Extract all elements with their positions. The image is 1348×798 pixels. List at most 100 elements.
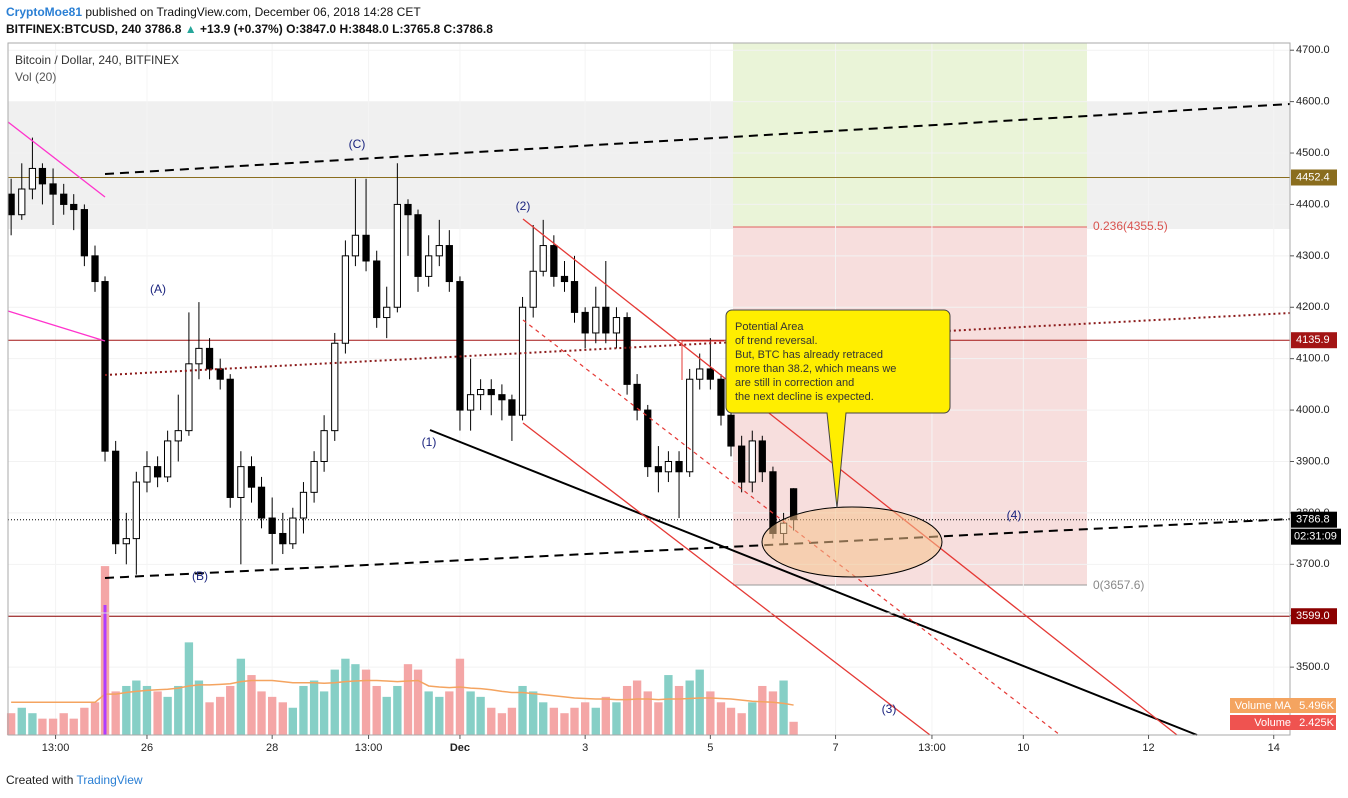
- volume-bar: [257, 691, 266, 735]
- candle-body: [28, 167, 37, 190]
- axis-labels: 3500.03600.03700.03800.03900.04000.04100…: [42, 44, 1341, 754]
- wave-label: (3): [882, 702, 897, 716]
- volume-bar: [779, 680, 788, 735]
- candle-body: [404, 203, 412, 216]
- arrow: ▲: [184, 22, 197, 36]
- candle-body: [612, 317, 621, 334]
- legend-value: 5.496K: [1299, 700, 1335, 712]
- candle-body: [362, 234, 370, 262]
- y-tick-label: 4400.0: [1296, 198, 1330, 210]
- candle-body: [435, 245, 443, 257]
- candle-body: [498, 394, 506, 401]
- volume-bar: [299, 685, 308, 735]
- channel-line: [522, 218, 1178, 736]
- price-tag: [1291, 169, 1337, 186]
- fib-label: 0(3657.6): [1093, 578, 1144, 592]
- legend-tag: [1230, 698, 1336, 713]
- candle-body: [247, 466, 256, 488]
- candle-body: [623, 317, 631, 385]
- callout-line: But, BTC has already retraced: [735, 349, 883, 361]
- volume-bar: [476, 696, 485, 735]
- x-tick-label: 13:00: [355, 742, 383, 754]
- x-tick-label: 14: [1268, 742, 1280, 754]
- volume-bar: [163, 696, 172, 735]
- candle-body: [686, 378, 694, 473]
- volume-bar: [372, 685, 381, 735]
- x-tick-label: 12: [1142, 742, 1154, 754]
- target-zone: [733, 43, 1087, 227]
- volume-bar: [455, 658, 465, 735]
- y-tick-label: 4200.0: [1296, 301, 1330, 313]
- candle-body: [696, 368, 704, 380]
- candle-body: [664, 460, 673, 473]
- legend-name: Volume MA: [1235, 700, 1292, 712]
- volume-bar: [716, 702, 726, 735]
- candle-body: [70, 203, 78, 211]
- y-tick-label: 3900.0: [1296, 455, 1330, 467]
- volume-bar: [174, 685, 183, 735]
- volume-bar: [48, 718, 58, 735]
- quote-line: BITFINEX:BTCUSD, 240 3786.8 ▲ +13.9 (+0.…: [6, 22, 493, 36]
- candle-body: [445, 245, 453, 283]
- volume-bar: [351, 664, 360, 735]
- candle-body: [529, 270, 537, 308]
- price-tag: [1291, 332, 1337, 349]
- volume-bar: [247, 675, 256, 735]
- candle-body: [476, 389, 485, 396]
- volume-bar: [601, 696, 610, 735]
- volume-pane: [6, 566, 798, 735]
- callout-line: are still in correction and: [735, 377, 854, 389]
- price-tag-label: 3599.0: [1296, 610, 1330, 622]
- candle-body: [185, 363, 193, 432]
- footer: Created with TradingView: [6, 773, 143, 787]
- volume-bar: [90, 702, 100, 735]
- candle-body: [216, 368, 224, 380]
- volume-bar: [132, 680, 141, 735]
- candle-body: [101, 281, 109, 452]
- volume-bar: [518, 685, 527, 735]
- x-tick-label: 13:00: [42, 742, 70, 754]
- volume-bar: [497, 713, 507, 735]
- countdown: 02:31:09: [1294, 531, 1337, 543]
- price-tag: [1291, 511, 1337, 528]
- volume-bar: [194, 680, 204, 735]
- published: published on TradingView.com, December 0…: [85, 5, 421, 19]
- legend-tag: [1230, 715, 1336, 730]
- volume-bar: [278, 702, 287, 735]
- author-link[interactable]: CryptoMoe81: [6, 5, 83, 19]
- channel-line: [104, 518, 1291, 579]
- price-lines: [8, 176, 1290, 617]
- candle-body: [518, 306, 527, 416]
- callout-box: [725, 309, 951, 509]
- volume-bar: [570, 707, 579, 735]
- candle-body: [279, 532, 287, 545]
- volume-bar: [122, 685, 131, 735]
- x-tick-label: 28: [266, 742, 278, 754]
- candle-body: [706, 368, 714, 380]
- candle-body: [7, 193, 15, 216]
- candle-body: [226, 378, 234, 498]
- volume-bar: [267, 696, 277, 735]
- candle-body: [320, 430, 328, 462]
- x-tick-label: Dec: [450, 742, 470, 754]
- channel-line: [522, 422, 931, 736]
- candle-body: [738, 445, 746, 483]
- volume-bar: [539, 702, 548, 735]
- volume-bar: [768, 691, 778, 735]
- volume-bar: [319, 691, 329, 735]
- volume-bar: [580, 702, 590, 735]
- plot-frame: [7, 42, 1291, 736]
- volume-bar: [205, 702, 214, 735]
- trendline: [7, 121, 106, 198]
- high: H:3848.0: [339, 22, 389, 36]
- y-tick-label: 4600.0: [1296, 96, 1330, 108]
- volume-title: Vol (20): [15, 70, 56, 84]
- price-tag-label: 4135.9: [1296, 334, 1330, 346]
- volume-bar: [654, 702, 663, 735]
- countdown-tag: [1291, 528, 1341, 545]
- y-tick-label: 4100.0: [1296, 353, 1330, 365]
- volume-bar: [560, 713, 569, 735]
- close: C:3786.8: [443, 22, 493, 36]
- volume-bar: [59, 713, 68, 735]
